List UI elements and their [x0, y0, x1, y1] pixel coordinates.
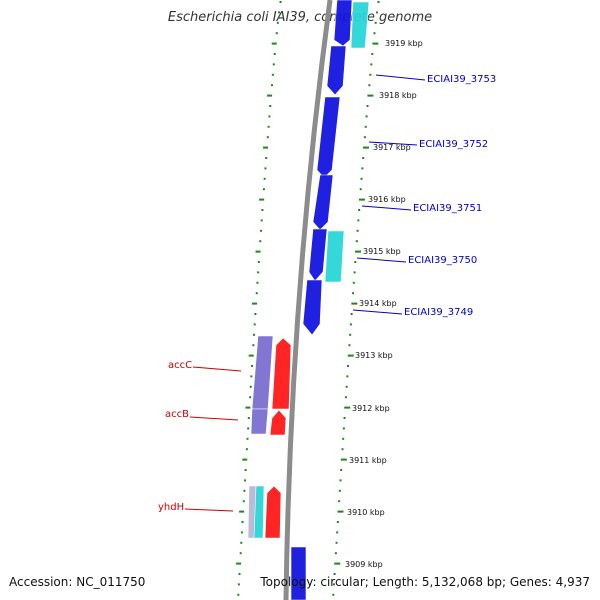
gene-feature: [333, 0, 353, 47]
label-leader-line: [184, 508, 234, 512]
accession-text: Accession: NC_011750: [9, 575, 146, 589]
gene-feature: [264, 485, 282, 539]
gene-feature: [308, 228, 328, 282]
gene-feature: [290, 546, 307, 600]
gene-feature: [324, 230, 345, 283]
gene-label-ECIAI39_3753: ECIAI39_3753: [427, 74, 497, 85]
label-leader-line: [368, 141, 418, 146]
gene-feature: [302, 279, 323, 336]
gene-label-ECIAI39_3750: ECIAI39_3750: [408, 255, 478, 266]
gene-feature: [269, 409, 287, 436]
gene-label-accC: accC: [168, 360, 193, 371]
gene-feature: [326, 45, 347, 96]
gene-feature: [350, 1, 370, 49]
gene-label-ECIAI39_3749: ECIAI39_3749: [404, 307, 474, 318]
label-leader-line: [361, 205, 412, 211]
gene-label-accB: accB: [165, 409, 189, 420]
gene-feature: [253, 485, 265, 539]
scale-label: 3917 kbp: [373, 143, 411, 152]
inner-tick-ring: [236, 1, 282, 596]
gene-features: [247, 0, 370, 600]
scale-label: 3919 kbp: [385, 39, 423, 48]
gene-label-ECIAI39_3752: ECIAI39_3752: [419, 139, 489, 150]
scale-label: 3915 kbp: [363, 247, 401, 256]
genome-summary-text: Topology: circular; Length: 5,132,068 bp…: [260, 575, 590, 589]
scale-label: 3913 kbp: [355, 351, 393, 360]
gene-feature: [316, 96, 341, 179]
gene-label-yhdH: yhdH: [158, 502, 185, 513]
label-leader-line: [356, 257, 407, 263]
scale-label: 3909 kbp: [345, 560, 383, 569]
outer-tick-ring: [332, 1, 380, 596]
scale-label: 3911 kbp: [349, 456, 387, 465]
gene-feature: [250, 408, 269, 435]
scale-label: 3918 kbp: [379, 91, 417, 100]
gene-feature: [251, 335, 274, 410]
scale-label: 3910 kbp: [347, 508, 385, 517]
label-leader-line: [192, 366, 242, 372]
gene-feature: [271, 337, 292, 410]
scale-label: 3914 kbp: [359, 299, 397, 308]
gene-label-ECIAI39_3751: ECIAI39_3751: [413, 203, 483, 214]
label-leader-line: [375, 74, 426, 81]
label-leader-lines: [184, 74, 426, 512]
genome-backbone: [283, 0, 333, 600]
scale-label: 3912 kbp: [352, 404, 390, 413]
label-leader-line: [189, 416, 239, 421]
label-leader-line: [352, 309, 403, 315]
scale-label: 3916 kbp: [368, 195, 406, 204]
gene-feature: [312, 174, 334, 231]
